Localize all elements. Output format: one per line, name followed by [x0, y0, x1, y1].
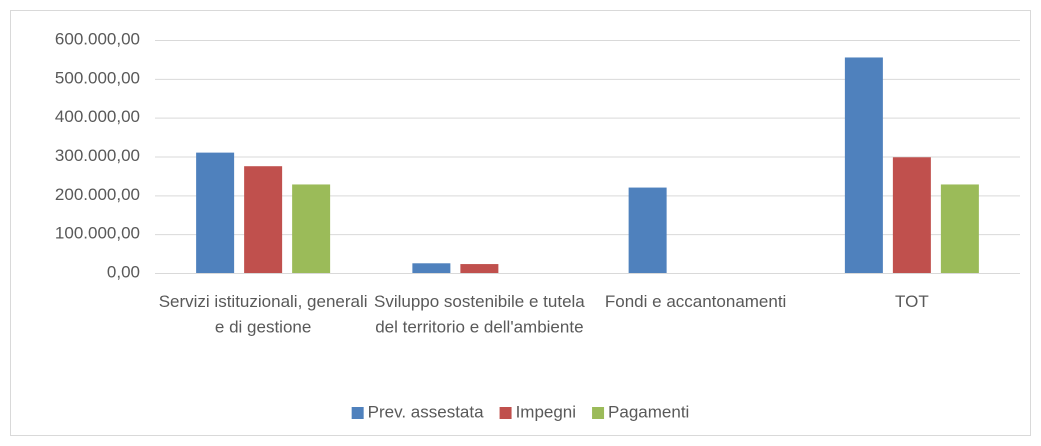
- y-tick-label: 0,00: [107, 262, 140, 281]
- bar: [292, 184, 331, 273]
- legend-label: Prev. assestata: [368, 402, 484, 421]
- bar: [940, 184, 979, 273]
- x-tick-label: TOT: [895, 292, 929, 311]
- legend-label: Impegni: [516, 402, 576, 421]
- y-tick-label: 500.000,00: [55, 68, 140, 87]
- y-tick-label: 100.000,00: [55, 224, 140, 243]
- x-tick-label: Sviluppo sostenibile e tutela del territo…: [374, 292, 585, 337]
- legend-label: Pagamenti: [608, 402, 689, 421]
- bar: [892, 157, 931, 273]
- legend-swatch: [592, 407, 605, 419]
- x-tick-label: Fondi e accantonamenti: [605, 292, 786, 311]
- y-tick-label: 300.000,00: [55, 146, 140, 165]
- bar: [412, 263, 451, 273]
- bar: [460, 264, 499, 273]
- legend-swatch: [499, 407, 512, 419]
- bar: [628, 187, 667, 273]
- y-tick-label: 600.000,00: [55, 29, 140, 48]
- bar: [244, 166, 283, 273]
- y-tick-label: 400.000,00: [55, 107, 140, 126]
- bar: [196, 152, 235, 273]
- legend-swatch: [351, 407, 364, 419]
- bar: [844, 57, 883, 273]
- y-tick-label: 200.000,00: [55, 185, 140, 204]
- x-tick-label: Servizi istituzionali, generali e di gest…: [159, 292, 368, 337]
